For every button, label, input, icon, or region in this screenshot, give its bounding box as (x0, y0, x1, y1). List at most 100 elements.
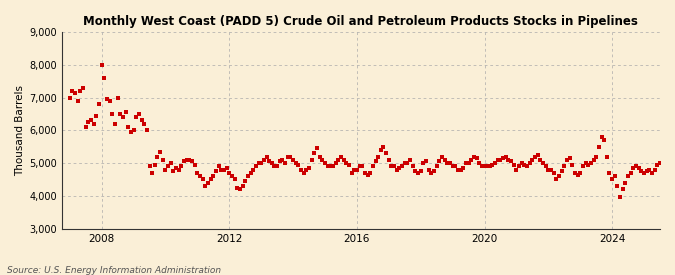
Point (375, 148, 386, 152)
Point (604, 171, 615, 175)
Point (455, 167, 466, 172)
Point (200, 184, 211, 188)
Point (367, 164, 378, 169)
Point (668, 164, 675, 169)
Point (405, 158, 416, 162)
Point (562, 158, 572, 162)
Point (83, 120, 94, 124)
Point (64, 95, 75, 100)
Y-axis label: Thousand Barrels: Thousand Barrels (15, 85, 25, 176)
Point (208, 174, 219, 178)
Point (641, 169, 652, 174)
Point (389, 164, 400, 169)
Point (490, 161, 501, 165)
Text: Source: U.S. Energy Information Administration: Source: U.S. Energy Information Administ… (7, 266, 221, 275)
Point (423, 167, 434, 172)
Point (400, 161, 410, 165)
Point (269, 164, 280, 169)
Point (506, 159, 516, 164)
Point (163, 164, 173, 169)
Point (282, 154, 293, 159)
Point (511, 167, 522, 172)
Point (551, 177, 562, 182)
Point (378, 144, 389, 149)
Point (386, 164, 397, 169)
Point (277, 158, 288, 162)
Point (149, 163, 160, 167)
Point (187, 159, 198, 164)
Point (373, 154, 383, 159)
Point (410, 169, 421, 174)
Point (663, 161, 674, 165)
Point (495, 158, 506, 162)
Point (479, 164, 490, 169)
Point (657, 158, 668, 162)
Point (179, 159, 190, 164)
Point (407, 164, 418, 169)
Point (346, 171, 357, 175)
Point (458, 166, 468, 170)
Point (448, 164, 458, 169)
Point (86, 118, 97, 123)
Point (537, 161, 548, 165)
Point (293, 163, 304, 167)
Point (497, 156, 508, 160)
Point (503, 158, 514, 162)
Point (319, 161, 330, 165)
Point (524, 161, 535, 165)
Point (660, 158, 671, 162)
Point (535, 158, 546, 162)
Point (593, 144, 604, 149)
Point (70, 90, 80, 95)
Point (221, 166, 232, 170)
Point (493, 158, 504, 162)
Point (312, 146, 323, 150)
Point (540, 164, 551, 169)
Point (530, 154, 541, 159)
Point (381, 151, 392, 155)
Point (78, 86, 88, 90)
Point (623, 174, 634, 178)
Point (341, 161, 352, 165)
Point (402, 161, 413, 165)
Point (514, 164, 524, 169)
Point (205, 177, 216, 182)
Point (224, 171, 235, 175)
Point (91, 113, 102, 118)
Point (533, 153, 543, 157)
Point (412, 171, 423, 175)
Point (182, 158, 192, 162)
Point (152, 154, 163, 159)
Point (104, 98, 115, 103)
Point (139, 122, 150, 126)
Point (383, 158, 394, 162)
Point (325, 164, 335, 169)
Point (288, 158, 298, 162)
Point (349, 167, 360, 172)
Point (144, 164, 155, 169)
Point (519, 163, 530, 167)
Point (362, 172, 373, 177)
Point (290, 161, 301, 165)
Point (625, 171, 636, 175)
Point (599, 138, 610, 142)
Point (315, 154, 325, 159)
Point (136, 118, 147, 123)
Point (285, 154, 296, 159)
Point (468, 154, 479, 159)
Point (556, 169, 567, 174)
Point (421, 159, 431, 164)
Point (630, 164, 641, 169)
Point (240, 179, 250, 183)
Point (128, 128, 139, 133)
Point (394, 166, 405, 170)
Point (296, 167, 306, 172)
Point (327, 164, 338, 169)
Point (439, 158, 450, 162)
Point (466, 158, 477, 162)
Point (572, 172, 583, 177)
Point (176, 164, 187, 169)
Point (279, 161, 290, 165)
Point (97, 62, 107, 67)
Point (485, 164, 495, 169)
